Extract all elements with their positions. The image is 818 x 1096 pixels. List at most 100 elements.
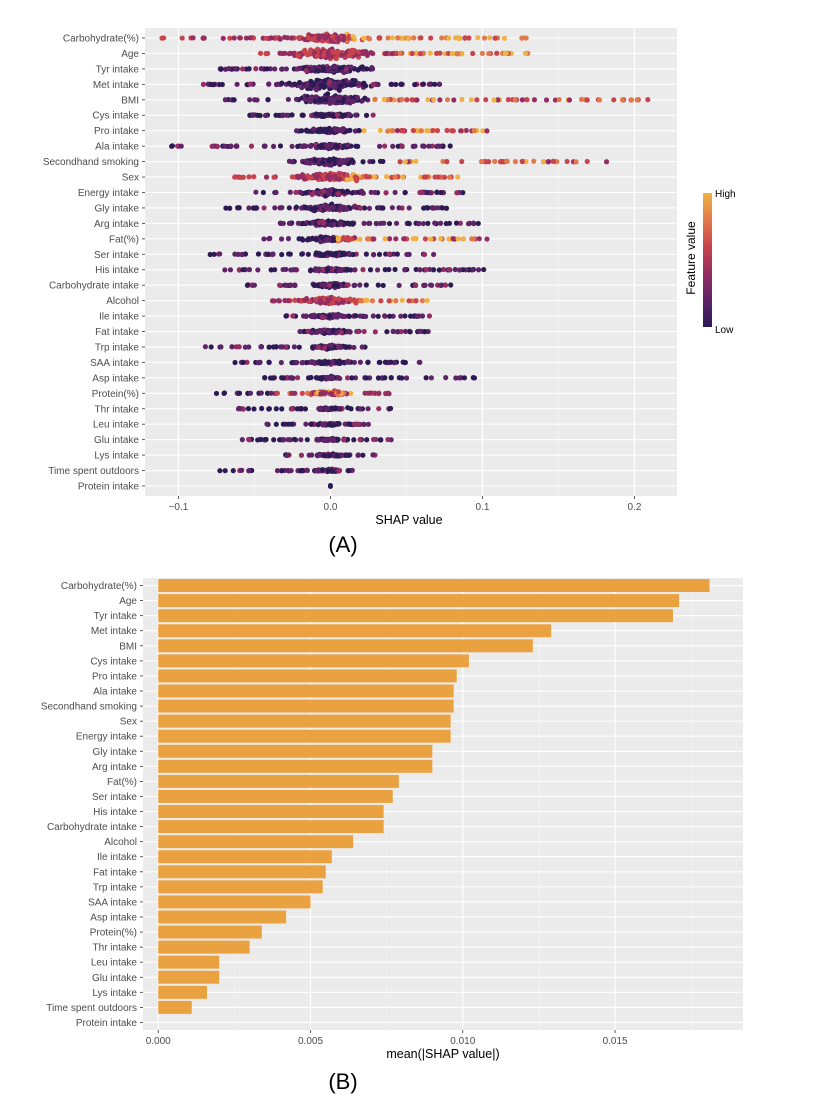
point-carbohydrate	[389, 35, 396, 41]
point-energy-intake	[298, 189, 304, 196]
point-fat	[335, 237, 341, 243]
point-energy-intake	[368, 189, 374, 195]
point-gly-intake	[272, 205, 278, 211]
point-ala-intake	[447, 143, 453, 149]
point-carbohydrate	[523, 35, 529, 41]
point-cys-intake	[257, 112, 263, 119]
point-ala-intake	[209, 143, 215, 149]
bar-gly-intake	[158, 744, 433, 758]
point-carbohydrate	[481, 35, 488, 41]
point-tyr-intake	[246, 66, 252, 72]
point-bmi	[491, 97, 497, 103]
point-age	[470, 50, 476, 57]
point-time-spent-outdoors	[288, 467, 294, 474]
point-gly-intake	[344, 206, 350, 212]
point-sex	[435, 174, 441, 180]
point-trp-intake	[273, 344, 279, 350]
point-carbohydrate	[231, 35, 237, 41]
panel-b-tick-pro-intake: Pro intake	[92, 671, 137, 682]
point-age	[302, 47, 308, 53]
panel-b-tick-saa-intake: SAA intake	[88, 897, 137, 908]
panel-b-tick-time-spent-outdoors: Time spent outdoors	[46, 1003, 137, 1014]
point-pro-intake	[425, 128, 431, 134]
point-carbohydrate	[462, 35, 468, 41]
point-cys-intake	[289, 112, 295, 118]
panel-b-x-tick-labels: 0.000 0.005 0.010 0.015	[146, 1036, 628, 1047]
point-secondhand-smoking	[545, 159, 551, 165]
point-fat-intake	[355, 328, 361, 335]
point-arg-intake	[393, 220, 400, 226]
point-his-intake	[308, 267, 314, 273]
point-met-intake	[322, 77, 328, 84]
point-age	[356, 49, 362, 55]
point-carbohydrate	[263, 35, 270, 41]
point-saa-intake	[344, 359, 350, 365]
point-alcohol	[386, 298, 392, 304]
point-pro-intake	[480, 128, 486, 134]
point-pro-intake	[311, 126, 317, 132]
point-bmi	[431, 97, 437, 103]
point-bmi	[317, 97, 323, 103]
point-bmi	[505, 97, 511, 103]
point-ile-intake	[416, 313, 422, 319]
point-protein	[299, 390, 305, 396]
point-carbohydrate	[376, 35, 383, 41]
point-saa-intake	[294, 359, 300, 366]
point-bmi	[645, 97, 651, 103]
point-asp-intake	[344, 375, 351, 381]
point-thr-intake	[332, 405, 338, 411]
point-fat	[266, 236, 272, 242]
point-asp-intake	[423, 375, 429, 381]
point-ala-intake	[234, 143, 240, 149]
panel-b-x-axis-title: mean(|SHAP value|)	[386, 1047, 499, 1061]
point-lys-intake	[355, 452, 362, 458]
point-energy-intake	[358, 188, 365, 194]
point-trp-intake	[328, 342, 334, 349]
point-pro-intake	[318, 126, 324, 132]
point-his-intake	[481, 266, 487, 273]
point-carbohydrate	[366, 36, 373, 42]
point-age	[346, 52, 352, 59]
point-trp-intake	[258, 344, 264, 350]
bar-leu-intake	[158, 955, 220, 969]
point-gly-intake	[235, 205, 241, 211]
point-glu-intake	[328, 436, 334, 442]
point-met-intake	[436, 81, 442, 87]
panel-b-tick-trp-intake: Trp intake	[93, 882, 138, 893]
point-arg-intake	[457, 220, 464, 226]
bar-sex	[158, 714, 451, 728]
point-energy-intake	[383, 190, 389, 196]
point-gly-intake	[308, 206, 314, 212]
point-alcohol	[369, 298, 376, 304]
panel-b-tick-lys-intake: Lys intake	[92, 988, 137, 999]
point-alcohol	[406, 298, 412, 304]
point-ile-intake	[353, 313, 359, 319]
point-age	[257, 50, 264, 56]
point-asp-intake	[382, 375, 388, 381]
point-energy-intake	[260, 189, 266, 196]
point-leu-intake	[321, 421, 327, 428]
point-ser-intake	[211, 251, 217, 257]
point-carbohydrate	[446, 35, 452, 41]
point-secondhand-smoking	[326, 158, 332, 164]
point-leu-intake	[342, 421, 348, 427]
point-gly-intake	[337, 205, 344, 211]
point-trp-intake	[280, 344, 286, 350]
point-gly-intake	[389, 205, 395, 211]
point-thr-intake	[302, 406, 309, 412]
point-protein	[327, 390, 334, 397]
point-age	[397, 50, 403, 56]
point-bmi	[247, 97, 253, 103]
point-bmi	[512, 97, 518, 103]
panel-a-tick-protein-intake: Protein intake	[78, 482, 140, 493]
point-tyr-intake	[272, 66, 278, 72]
point-secondhand-smoking	[459, 158, 465, 165]
point-his-intake	[255, 267, 261, 273]
point-his-intake	[375, 267, 381, 273]
point-sex	[392, 174, 398, 180]
point-cys-intake	[370, 112, 376, 118]
panel-a-x-axis-title: SHAP value	[375, 513, 442, 527]
point-trp-intake	[296, 344, 302, 350]
point-leu-intake	[336, 421, 342, 427]
point-carbohydrate	[501, 35, 508, 41]
